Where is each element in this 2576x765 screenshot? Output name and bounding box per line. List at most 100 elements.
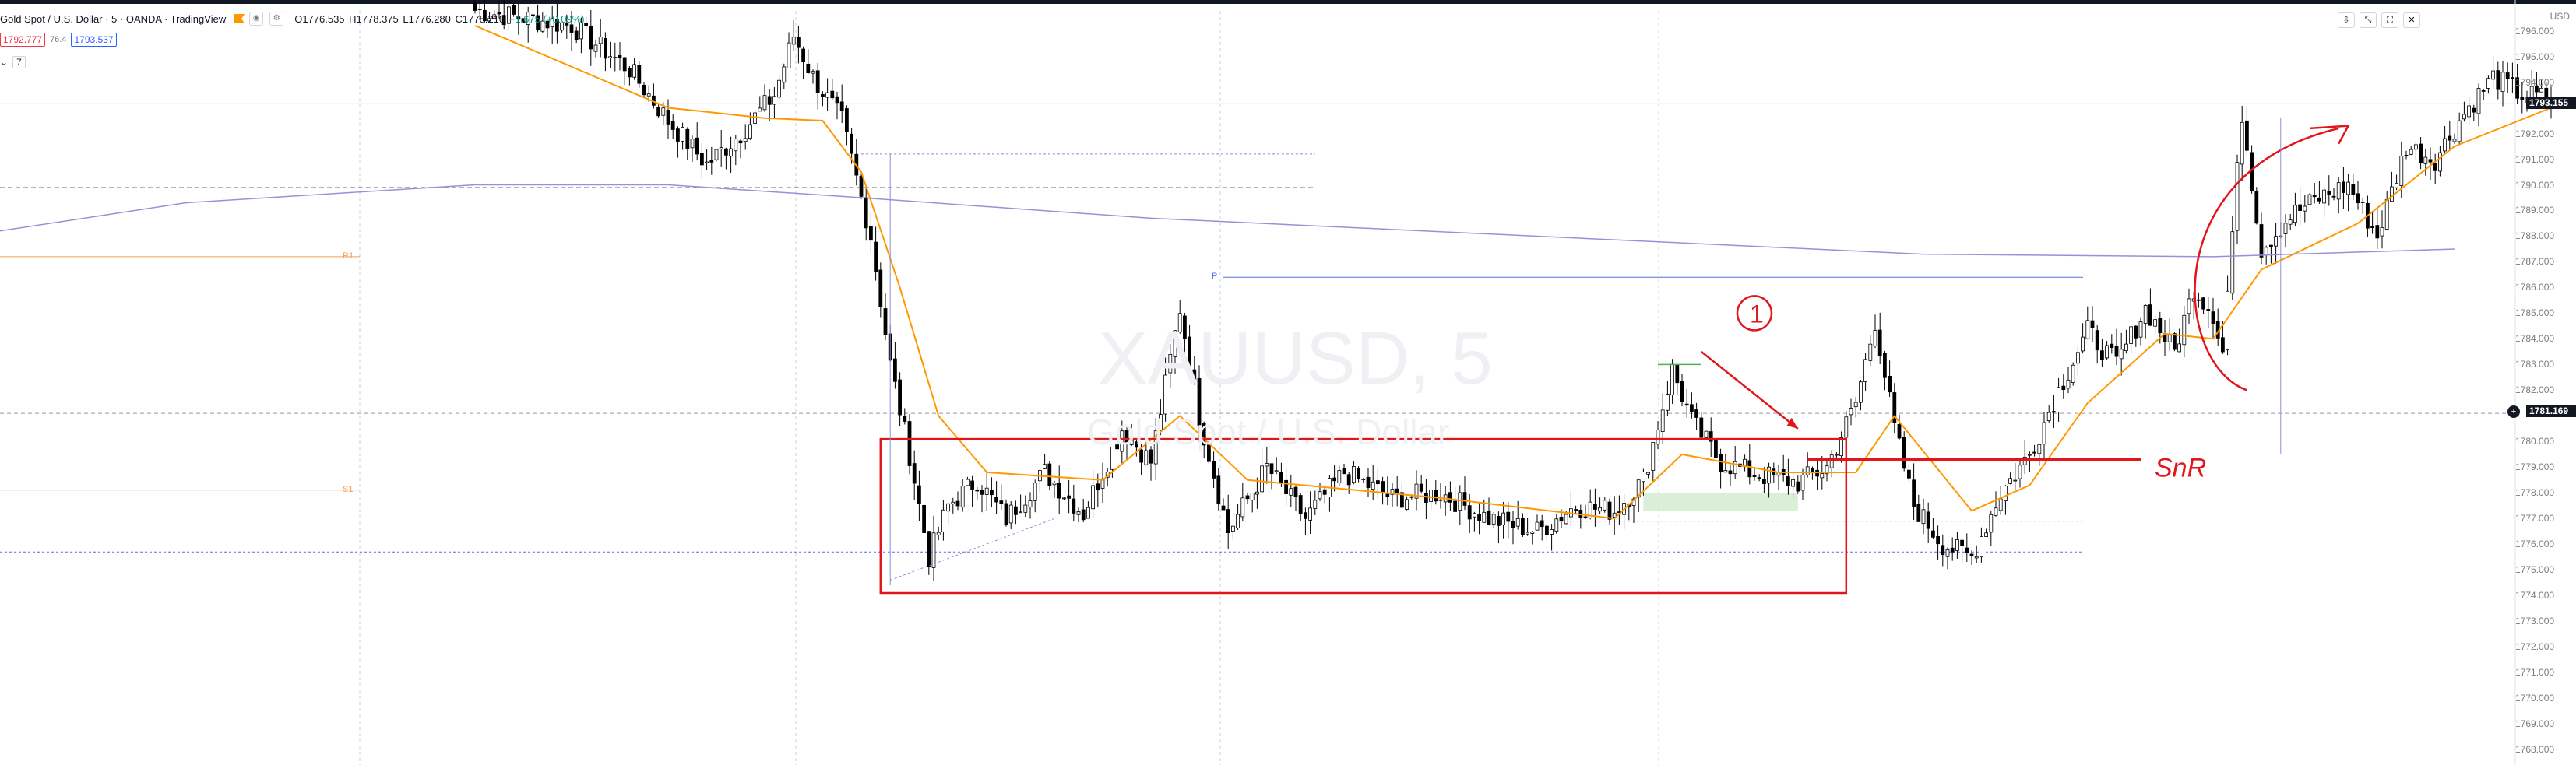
candle <box>2138 321 2143 338</box>
candle <box>806 63 811 73</box>
candle <box>2389 186 2394 202</box>
price-axis-label: 1795.000 <box>2515 51 2555 62</box>
top-strip <box>0 0 2576 4</box>
candle <box>1096 483 1100 491</box>
candle <box>2375 225 2380 239</box>
flag-icon[interactable] <box>234 14 245 23</box>
candle <box>628 68 632 78</box>
candle <box>729 148 733 157</box>
candle <box>1699 417 1704 438</box>
symbol-title[interactable]: Gold Spot / U.S. Dollar · 5 · OANDA · Tr… <box>0 12 227 25</box>
price-axis-label: 1774.000 <box>2515 590 2555 602</box>
candle <box>1656 430 1660 445</box>
candle <box>1892 392 1897 423</box>
candle <box>1110 447 1114 470</box>
price-axis-label: 1783.000 <box>2515 359 2555 370</box>
candle <box>565 23 569 26</box>
candle <box>2037 444 2042 454</box>
price-axis-label: 1773.000 <box>2515 616 2555 627</box>
candle <box>1414 483 1419 499</box>
candle <box>970 480 974 490</box>
candle <box>1530 532 1535 534</box>
candle <box>1487 511 1491 525</box>
candle <box>927 531 931 567</box>
candle <box>2520 97 2525 100</box>
candle <box>1515 518 1520 527</box>
settings-icon[interactable]: ⚙ <box>269 12 284 26</box>
candle <box>2351 184 2356 195</box>
chevron-down-icon[interactable]: ⌄ <box>0 57 9 68</box>
candle <box>1477 514 1481 521</box>
collapse-icon[interactable]: ⤡ <box>2360 12 2377 28</box>
candle <box>622 57 627 72</box>
candle <box>676 128 680 142</box>
candle <box>2486 78 2490 89</box>
candle <box>777 79 781 98</box>
candle <box>2312 195 2317 198</box>
candle <box>2384 199 2389 230</box>
candle <box>2370 226 2375 228</box>
candle <box>2510 77 2514 79</box>
candle <box>821 94 825 97</box>
candle <box>874 241 878 272</box>
candle <box>1752 475 1757 477</box>
candle <box>1694 409 1699 418</box>
candle <box>1545 525 1549 535</box>
candle <box>501 15 506 26</box>
buy-button[interactable]: 1793.537 <box>71 33 117 47</box>
candle <box>2274 236 2279 247</box>
current-price-tag: 1793.155 <box>2526 97 2576 110</box>
candle <box>1709 431 1713 442</box>
candle <box>1868 343 1873 361</box>
candle <box>2013 479 2018 482</box>
candle <box>2172 333 2177 350</box>
candle <box>1236 514 1240 528</box>
candle <box>512 5 516 15</box>
candle <box>2496 70 2500 90</box>
candle <box>1197 377 1202 426</box>
candle <box>1950 547 1955 553</box>
candle <box>1521 518 1525 535</box>
candle <box>1139 449 1143 463</box>
candle <box>1723 470 1728 473</box>
plus-icon[interactable]: + <box>2507 405 2520 418</box>
candle <box>661 107 666 116</box>
maximize-icon[interactable]: ⛶ <box>2381 12 2398 28</box>
price-axis-label: 1794.000 <box>2515 76 2555 88</box>
candle <box>1062 497 1066 500</box>
candle <box>2220 337 2225 353</box>
price-axis-label: 1770.000 <box>2515 693 2555 704</box>
range-box <box>879 437 1848 595</box>
candle <box>1873 330 1877 346</box>
candle <box>2336 182 2341 200</box>
candle <box>526 12 530 25</box>
candle <box>1550 529 1554 535</box>
candle <box>893 358 897 382</box>
visibility-icon[interactable]: ◉ <box>249 12 264 26</box>
candle <box>1047 463 1052 486</box>
candle <box>1989 514 1994 533</box>
candle <box>719 147 723 149</box>
candle <box>1574 509 1578 511</box>
candle <box>1458 492 1462 511</box>
candle <box>1240 497 1245 518</box>
candle <box>604 38 607 59</box>
arrow-down-icon[interactable]: ⇩ <box>2338 12 2355 28</box>
candle <box>2177 343 2182 353</box>
indicators-toggle[interactable]: ⌄ 7 <box>0 56 26 68</box>
slow-moving-average-line <box>0 184 2455 258</box>
candle <box>2322 189 2327 204</box>
sell-button[interactable]: 1792.777 <box>0 33 46 47</box>
diag-line <box>890 518 1055 581</box>
candle <box>1322 489 1327 495</box>
candle <box>907 421 912 466</box>
candle <box>1405 499 1409 510</box>
watermark-symbol: XAUUSD, 5 <box>1098 317 1493 400</box>
candle <box>1313 500 1318 509</box>
candle <box>1385 493 1390 497</box>
candle <box>2119 349 2124 360</box>
close-icon[interactable]: ✕ <box>2403 12 2420 28</box>
candle <box>1419 483 1423 492</box>
